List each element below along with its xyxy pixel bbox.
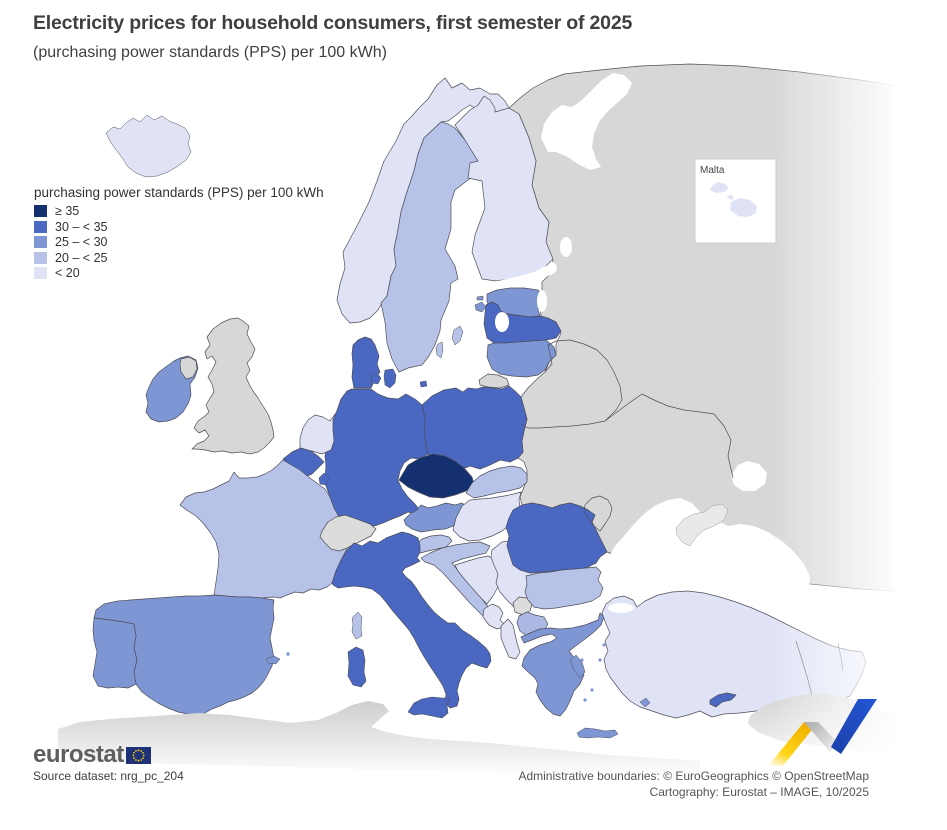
svg-text:Malta: Malta <box>700 165 725 176</box>
